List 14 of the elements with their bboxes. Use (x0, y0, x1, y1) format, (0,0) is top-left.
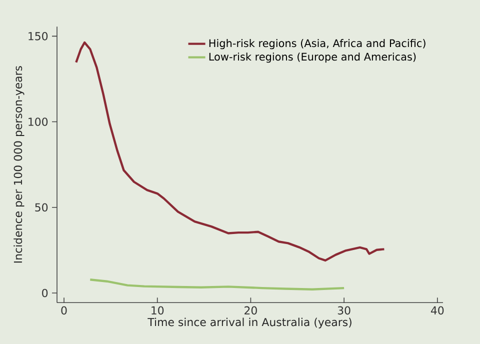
y-tick-label: 50 (35, 203, 48, 212)
x-tick-label: 30 (338, 306, 350, 315)
legend-label: High-risk regions (Asia, Africa and Pacific) (209, 39, 426, 50)
x-tick-label: 20 (244, 306, 257, 315)
x-axis-title: Time since arrival in Australia (years) (148, 318, 352, 328)
legend-label: Low-risk regions (Europe and Americas) (209, 52, 416, 63)
y-tick-label: 150 (28, 32, 48, 40)
y-tick-label: 0 (42, 288, 48, 298)
x-tick-label: 40 (430, 306, 444, 315)
y-axis-title: Incidence per 100 000 person-years (14, 66, 24, 263)
x-tick-label: 0 (61, 306, 67, 315)
line-series (89, 278, 346, 290)
x-tick-label: 10 (152, 306, 164, 315)
y-tick-label: 100 (28, 118, 48, 126)
